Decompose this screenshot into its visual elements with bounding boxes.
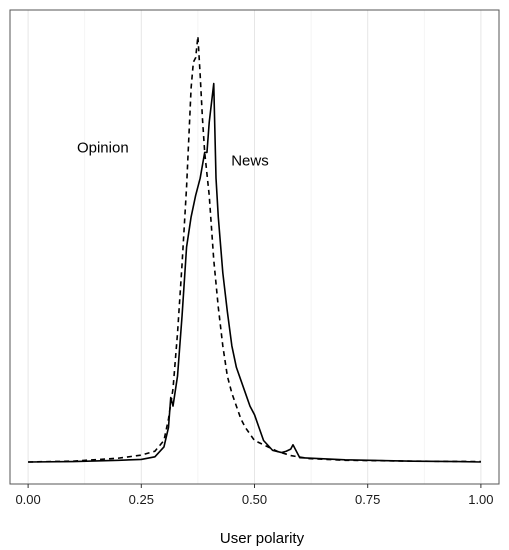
- annotation-layer: Opinion News: [77, 139, 269, 169]
- x-axis: 0.00 0.25 0.50 0.75 1.00: [15, 484, 494, 507]
- x-tick-label: 0.00: [15, 492, 40, 507]
- x-axis-title: User polarity: [220, 530, 305, 547]
- x-tick-label: 0.75: [355, 492, 380, 507]
- annotation-news: News: [231, 152, 269, 169]
- series-layer: [28, 35, 481, 463]
- annotation-opinion: Opinion: [77, 139, 129, 156]
- x-tick-label: 0.25: [129, 492, 154, 507]
- grid-layer: [27, 10, 482, 484]
- x-tick-label: 0.50: [242, 492, 267, 507]
- dashed-density-line: [28, 35, 481, 463]
- x-tick-label: 1.00: [468, 492, 493, 507]
